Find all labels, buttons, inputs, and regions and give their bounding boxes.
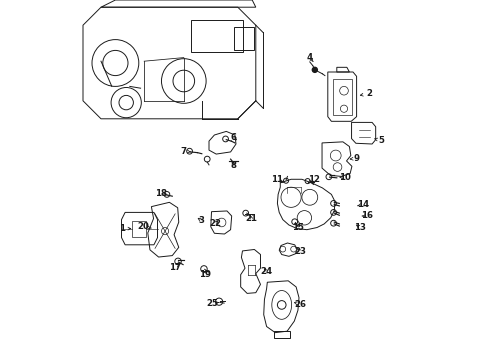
Text: 13: 13 — [354, 223, 366, 232]
Text: 8: 8 — [230, 161, 237, 170]
Text: 18: 18 — [155, 189, 168, 198]
Text: 12: 12 — [308, 175, 320, 184]
Text: 23: 23 — [295, 248, 307, 256]
Text: 1: 1 — [119, 224, 125, 233]
Text: 2: 2 — [366, 89, 372, 98]
Text: 21: 21 — [245, 214, 257, 223]
Text: 11: 11 — [271, 175, 283, 184]
Text: 14: 14 — [357, 200, 369, 209]
Text: 19: 19 — [198, 270, 211, 279]
Text: 25: 25 — [207, 299, 219, 307]
Text: 20: 20 — [138, 222, 149, 231]
Text: 22: 22 — [210, 219, 221, 228]
Text: 5: 5 — [378, 136, 384, 145]
Text: 10: 10 — [339, 174, 351, 182]
Text: 3: 3 — [198, 216, 204, 225]
Text: 26: 26 — [295, 300, 307, 309]
Text: 17: 17 — [169, 263, 181, 271]
Circle shape — [312, 67, 318, 72]
Text: 7: 7 — [181, 147, 187, 156]
Text: 24: 24 — [261, 267, 272, 276]
Text: 6: 6 — [230, 133, 237, 142]
Text: 16: 16 — [362, 211, 373, 220]
Text: 15: 15 — [293, 223, 304, 232]
Text: 4: 4 — [307, 53, 313, 62]
Text: 9: 9 — [354, 154, 360, 163]
